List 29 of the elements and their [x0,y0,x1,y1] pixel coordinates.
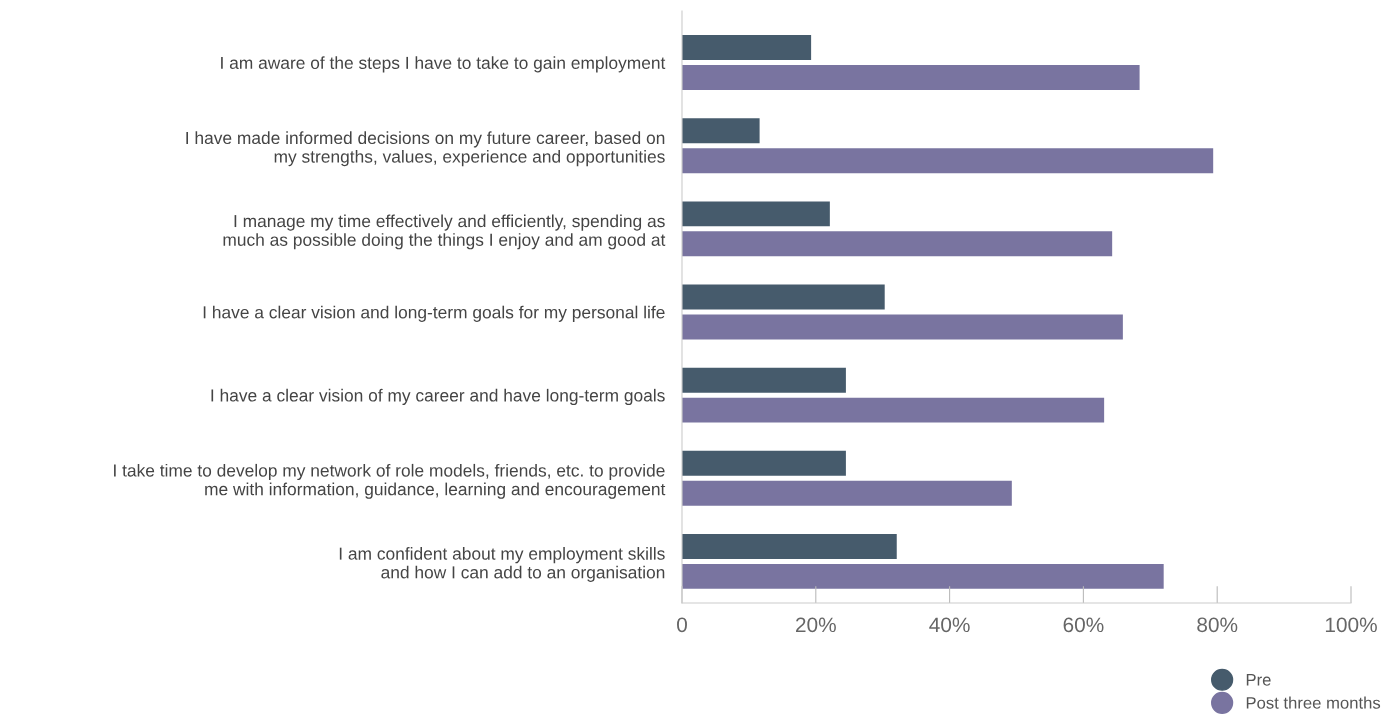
y-tick-label: I have a clear vision of my career and have long-term goals [211,388,665,406]
legend-label: Post three months [1246,696,1381,709]
y-tick-label: I have made informed decisions on my future career, based on my strengths, values, experience and opportunities [186,131,665,167]
y-tick-label: I am confident about my employment skills and how I can add to an organisation [339,547,665,582]
bar [682,314,1123,340]
bar [682,231,1113,257]
x-tick-label: 40% [929,617,970,633]
bar [682,118,760,144]
y-tick-label: I am aware of the steps I have to take to gain employment [221,56,666,73]
bar [682,35,812,61]
x-tick-label: 60% [1063,617,1104,633]
x-tick-label: 100% [1325,617,1377,633]
y-tick-label: I take time to develop my network of role models, friends, etc. to provide me with information, guidance, learning and encouragement [114,463,666,499]
bar [682,367,846,393]
bar [682,65,1140,90]
y-tick-label: I manage my time effectively and efficiently, spending as much as possible doing the things I enjoy and am good at [223,214,666,250]
y-tick-label: I have a clear vision and long-term goals for my personal life [203,305,665,322]
bar [682,397,1105,423]
bar [682,284,885,310]
bar [682,533,897,559]
bar [682,480,1012,506]
x-tick-label: 20% [796,617,836,633]
bar [682,148,1214,174]
bar [682,563,1164,589]
x-tick-label: 80% [1197,617,1238,633]
legend-label: Pre [1246,674,1271,686]
bar [682,201,830,227]
bar [682,450,846,476]
x-tick-label: 0 [677,617,687,633]
